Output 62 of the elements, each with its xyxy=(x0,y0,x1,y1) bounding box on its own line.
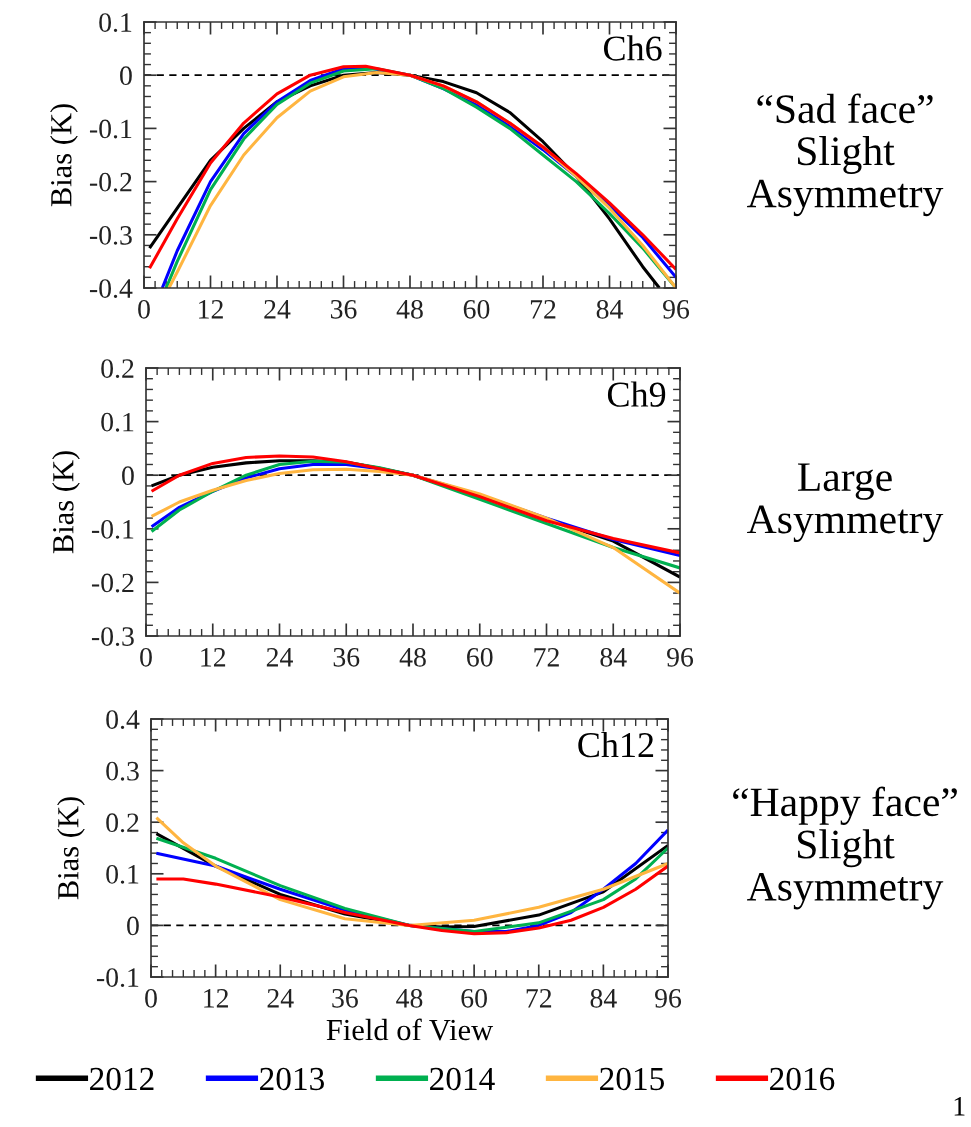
text: Large Asymmetry xyxy=(747,463,944,543)
legend-label: 2014 xyxy=(430,1067,495,1091)
y-axis-title: Bias (K) xyxy=(52,451,80,554)
x-tick-label: 96 xyxy=(667,647,694,667)
x-tick-label: 72 xyxy=(526,988,552,1008)
y-tick-label: 0.1 xyxy=(106,864,139,884)
annotation: Ch12 xyxy=(578,731,654,758)
x-tick-label: 48 xyxy=(396,299,423,319)
x-tick-label: 48 xyxy=(399,647,426,667)
x-tick-label: 84 xyxy=(600,647,627,667)
annotation: Ch9 xyxy=(607,381,666,407)
text: 1 xyxy=(954,1097,965,1116)
legend-label: 2016 xyxy=(770,1067,835,1091)
legend-label: 2015 xyxy=(600,1067,664,1091)
x-tick-label: 24 xyxy=(266,647,293,667)
x-tick-label: 0 xyxy=(140,647,152,667)
x-tick-label: 36 xyxy=(333,647,360,667)
y-tick-label: -0.1 xyxy=(91,519,134,539)
y-tick-label: 0 xyxy=(122,466,134,486)
x-tick-label: 96 xyxy=(655,988,682,1008)
y-tick-label: 0.1 xyxy=(99,13,132,33)
y-tick-label: 0 xyxy=(120,66,132,86)
x-tick-label: 84 xyxy=(590,988,617,1008)
x-tick-label: 96 xyxy=(663,299,690,319)
line-series xyxy=(154,816,668,927)
x-tick-label: 60 xyxy=(461,988,487,1008)
text: “Happy face” Slight Asymmetry xyxy=(733,786,957,910)
y-tick-label: -0.2 xyxy=(89,172,132,192)
x-tick-label: 72 xyxy=(534,647,559,667)
x-tick-label: 48 xyxy=(396,988,423,1008)
x-tick-label: 84 xyxy=(596,299,623,319)
x-tick-label: 12 xyxy=(199,299,223,319)
x-tick-label: 72 xyxy=(530,299,556,319)
y-tick-label: -0.2 xyxy=(91,573,134,593)
x-tick-label: 24 xyxy=(264,299,291,319)
x-tick-label: 60 xyxy=(463,299,490,319)
y-tick-label: 0.2 xyxy=(101,359,134,379)
x-tick-label: 36 xyxy=(332,988,358,1008)
x-tick-label: 24 xyxy=(267,988,294,1008)
y-tick-label: 0 xyxy=(127,916,139,936)
y-tick-label: 0.3 xyxy=(106,761,139,781)
y-tick-label: -0.3 xyxy=(91,627,134,647)
x-tick-label: 12 xyxy=(204,988,228,1008)
x-tick-label: 12 xyxy=(201,647,226,667)
y-tick-label: -0.3 xyxy=(89,225,132,245)
annotation: Ch6 xyxy=(603,35,662,61)
y-tick-label: 0.1 xyxy=(101,412,134,432)
x-tick-label: 0 xyxy=(145,988,157,1008)
y-tick-label: -0.1 xyxy=(96,968,139,988)
x-axis-title: Field of View xyxy=(326,1018,494,1041)
y-tick-label: -0.1 xyxy=(89,119,132,139)
legend-label: 2012 xyxy=(90,1067,154,1091)
y-tick-label: 0.2 xyxy=(106,813,139,833)
line-series xyxy=(154,864,668,936)
y-tick-label: -0.4 xyxy=(89,279,133,299)
y-axis-title: Bias (K) xyxy=(57,797,85,900)
x-tick-label: 36 xyxy=(330,299,357,319)
y-tick-label: 0.4 xyxy=(106,710,140,730)
text: “Sad face” Slight Asymmetry xyxy=(747,93,944,217)
legend-label: 2013 xyxy=(260,1067,324,1091)
y-axis-title: Bias (K) xyxy=(50,104,78,207)
x-tick-label: 60 xyxy=(467,647,493,667)
